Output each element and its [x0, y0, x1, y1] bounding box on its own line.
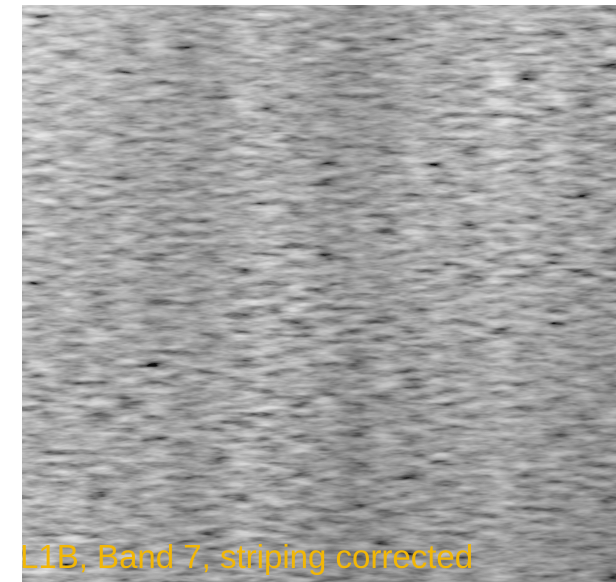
- figure: L1B, Band 7, striping corrected: [0, 0, 616, 582]
- satellite-image: [22, 5, 616, 582]
- page: L1B, Band 7, striping corrected (() => {…: [0, 0, 616, 582]
- caption: L1B, Band 7, striping corrected: [20, 538, 473, 575]
